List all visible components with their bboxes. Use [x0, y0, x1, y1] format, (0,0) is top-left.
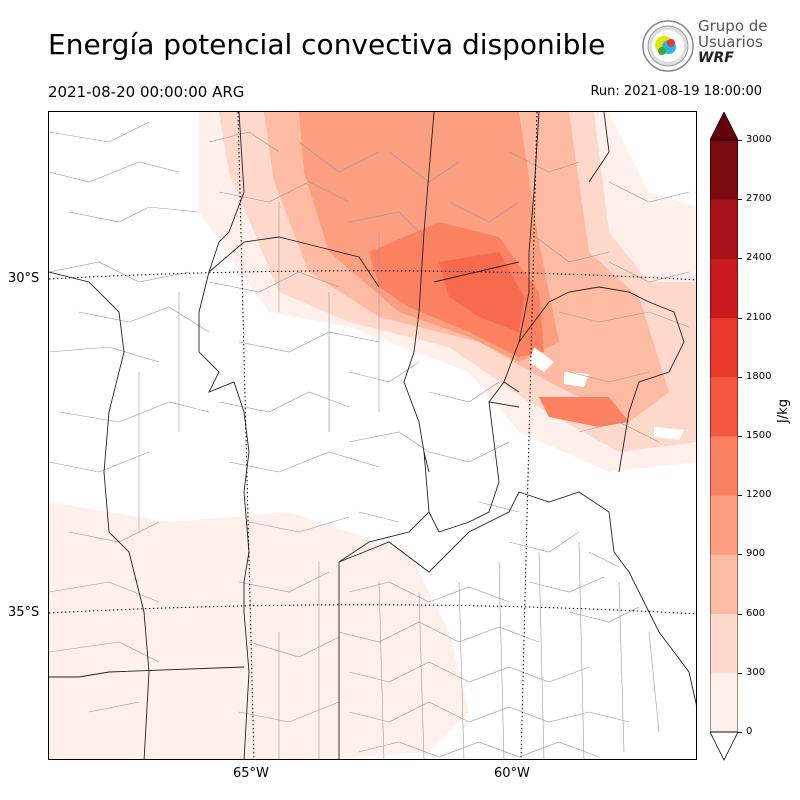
colorbar-tick-mark [738, 554, 742, 556]
colorbar-segment [710, 376, 738, 437]
colorbar [710, 112, 738, 761]
colorbar-tick-mark [738, 672, 742, 674]
run-time: Run: 2021-08-19 18:00:00 [590, 84, 762, 99]
wrf-logo: Grupo de Usuarios WRF [638, 18, 778, 74]
colorbar-extend-min [710, 731, 738, 761]
colorbar-segment [710, 495, 738, 555]
colorbar-tick-mark [738, 258, 742, 260]
logo-text-line3: WRF [698, 50, 734, 66]
globe-logo-icon [642, 20, 694, 72]
cape-hole-3 [654, 427, 684, 440]
colorbar-tick-mark [738, 495, 742, 497]
cape-shading [49, 112, 696, 759]
colorbar-tick-label: 600 [746, 607, 766, 619]
buenos-aires-partidos [338, 531, 660, 759]
colorbar-tick-mark [738, 436, 742, 437]
province-boundaries [49, 112, 696, 759]
cape-band-5 [439, 252, 524, 332]
colorbar-segment [710, 140, 738, 200]
cape-band-4-east [539, 397, 629, 427]
cape-hole-2 [564, 372, 589, 387]
colorbar-tick-label: 2100 [746, 311, 772, 323]
colorbar-tick-label: 1800 [746, 370, 772, 382]
lat-label-30s: 30°S [8, 271, 40, 286]
colorbar-segment [710, 554, 738, 615]
cape-map [49, 112, 696, 759]
logo-text-line2: Usuarios [698, 33, 763, 51]
colorbar-tick-label: 300 [746, 666, 766, 678]
colorbar-segment [710, 436, 738, 496]
colorbar-tick-label: 2700 [746, 193, 772, 205]
colorbar-segment [710, 199, 738, 259]
colorbar-segment [710, 672, 738, 733]
colorbar-tick-label: 1500 [746, 430, 772, 441]
colorbar-tick-mark [738, 732, 742, 733]
colorbar-extend-max [710, 112, 738, 141]
colorbar-tick-mark [738, 317, 742, 319]
logo-text-line1: Grupo de [698, 17, 768, 35]
colorbar-label: J/kg [776, 399, 791, 423]
cape-band-0-south [49, 502, 469, 759]
colorbar-tick-mark [738, 613, 742, 615]
colorbar-tick-label: 900 [746, 548, 766, 560]
colorbar-tick-mark [738, 140, 742, 141]
lat-label-35s: 35°S [8, 605, 40, 620]
cape-hole-1 [529, 347, 554, 372]
colorbar-tick-label: 2400 [746, 252, 772, 264]
graticule [49, 112, 696, 759]
colorbar-outline [710, 139, 738, 733]
lon-label-60w: 60°W [494, 766, 530, 781]
colorbar-tick-mark [738, 376, 742, 378]
map-title: Energía potencial convectiva disponible [48, 28, 606, 61]
colorbar-tick-label: 1200 [746, 489, 772, 501]
lon-label-65w: 65°W [233, 766, 269, 781]
colorbar-tick-label: 3000 [746, 134, 772, 145]
department-boundaries [49, 121, 690, 759]
map-panel [48, 111, 697, 760]
colorbar-tick-label: 0 [746, 726, 753, 737]
valid-time: 2021-08-20 00:00:00 ARG [48, 83, 245, 101]
colorbar-segment [710, 258, 738, 319]
colorbar-segment [710, 613, 738, 674]
colorbar-segment [710, 317, 738, 378]
colorbar-tick-mark [738, 199, 742, 201]
